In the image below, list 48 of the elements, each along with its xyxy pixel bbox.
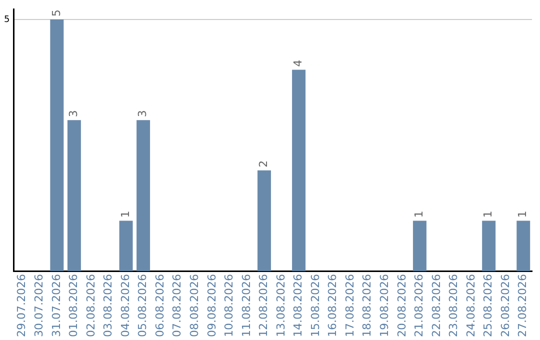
x-tick-label: 19.08.2026 <box>378 274 392 338</box>
x-tick-label: 11.08.2026 <box>240 274 253 338</box>
bar <box>257 170 271 272</box>
data-label: 2 <box>257 160 270 168</box>
x-tick-label: 26.08.2026 <box>498 274 512 338</box>
bar <box>412 220 426 272</box>
x-tick-label: 04.08.2026 <box>118 274 132 338</box>
x-tick-label: 10.08.2026 <box>222 274 236 338</box>
x-tick-label: 02.08.2026 <box>84 274 98 338</box>
data-label: 1 <box>412 210 426 218</box>
bar <box>136 120 150 272</box>
x-tick-label: 03.08.2026 <box>102 274 115 338</box>
bar <box>67 120 81 272</box>
x-tick-label: 22.08.2026 <box>430 274 443 338</box>
bar <box>482 220 496 272</box>
data-label: 4 <box>292 60 305 67</box>
x-tick-label: 27.08.2026 <box>516 274 530 338</box>
bar <box>292 70 306 272</box>
bar <box>50 19 64 272</box>
x-tick-label: 09.08.2026 <box>205 274 218 338</box>
x-tick-label: 31.07.2026 <box>50 274 63 338</box>
x-tick-label: 17.08.2026 <box>343 274 356 338</box>
data-label: 3 <box>136 110 150 118</box>
x-tick-label: 15.08.2026 <box>308 274 322 338</box>
data-label: 1 <box>118 210 132 218</box>
x-tick-label: 07.08.2026 <box>170 274 184 338</box>
x-tick-label: 14.08.2026 <box>292 274 305 338</box>
x-tick-label: 13.08.2026 <box>274 274 288 338</box>
x-tick-label: 23.08.2026 <box>447 274 460 338</box>
x-tick-label: 01.08.2026 <box>67 274 80 338</box>
x-tick-label: 20.08.2026 <box>395 274 408 338</box>
x-tick-label: 21.08.2026 <box>412 274 426 338</box>
data-label: 3 <box>67 110 80 118</box>
x-tick-label: 16.08.2026 <box>326 274 340 338</box>
x-tick-label: 25.08.2026 <box>482 274 495 338</box>
bar <box>516 220 530 272</box>
data-label: 1 <box>516 210 530 218</box>
x-tick-label: 29.07.2026 <box>15 274 28 338</box>
x-tick-label: 06.08.2026 <box>153 274 166 338</box>
x-tick-label: 18.08.2026 <box>360 274 374 338</box>
x-tick-label: 24.08.2026 <box>464 274 478 338</box>
x-tick-label: 08.08.2026 <box>188 274 201 338</box>
x-tick-label: 30.07.2026 <box>32 274 46 338</box>
data-label: 5 <box>50 9 63 16</box>
bar <box>119 220 133 272</box>
data-label: 1 <box>482 210 495 218</box>
x-tick-label: 12.08.2026 <box>257 274 270 338</box>
x-tick-label: 05.08.2026 <box>136 274 150 338</box>
